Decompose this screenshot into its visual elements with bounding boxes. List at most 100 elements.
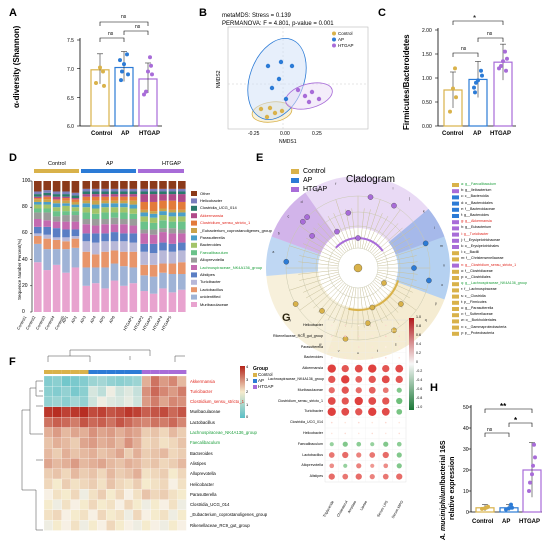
panel-d-sample-label: AP2 <box>69 315 78 325</box>
group-strip <box>52 370 62 374</box>
stack-segment <box>62 181 70 192</box>
stack-segment <box>91 218 100 226</box>
panel-d-legend-label: Clostridia_UCG_014 <box>200 205 237 211</box>
stack-segment <box>101 218 109 225</box>
heatmap-cell <box>168 468 178 480</box>
stack-segment <box>149 191 158 195</box>
group-strip <box>133 370 142 374</box>
clade-letter: t <box>377 349 378 353</box>
heatmap-cell <box>123 499 134 511</box>
heatmap-cell <box>168 478 178 490</box>
heatmap-cell <box>168 509 178 521</box>
heatmap-cell <box>177 509 187 521</box>
panel-c-sig: ns <box>487 31 493 37</box>
stack-segment <box>34 236 42 244</box>
group-strip <box>79 370 89 374</box>
stack-segment <box>91 254 100 268</box>
panel-e-taxon-label: d: o__Bacteroidales <box>461 200 493 205</box>
panel-g-scale-label: -0.4 <box>416 378 423 382</box>
panel-h-ylabel-species: A. muciniphilum <box>440 485 447 540</box>
sig-bracket <box>484 432 510 437</box>
panel-g-row-label: Helicobacter <box>303 323 323 327</box>
corr-dot <box>396 387 402 393</box>
stack-segment <box>43 204 51 209</box>
heatmap-cell <box>70 468 80 480</box>
tree-branch <box>315 284 347 327</box>
stack-segment <box>159 232 167 243</box>
panel-g-col-label: Serum MPO <box>390 500 404 520</box>
data-point <box>486 504 490 509</box>
stack-segment <box>110 250 119 264</box>
heatmap-cell <box>150 396 160 408</box>
stack-segment <box>168 188 177 192</box>
tree-branch <box>345 209 355 249</box>
stack-segment <box>120 218 128 225</box>
panel-d-legend-label: Muribaculaceae <box>200 301 229 307</box>
corr-dot <box>329 463 335 469</box>
panel-g-col-label: Cholesterol <box>335 500 349 518</box>
stack-segment <box>168 200 177 210</box>
legend-swatch <box>191 287 197 293</box>
stack-segment <box>34 196 42 199</box>
tree-branch <box>374 225 417 257</box>
stack-segment <box>52 200 61 204</box>
data-point <box>501 59 505 64</box>
stack-segment <box>159 288 167 312</box>
heatmap-cell <box>97 417 107 428</box>
heatmap-cell <box>43 489 53 500</box>
stack-segment <box>129 200 138 205</box>
sig-bracket <box>123 30 149 35</box>
stack-segment <box>120 241 128 252</box>
panel-b-xtick: 0.25 <box>312 131 322 137</box>
data-point <box>448 109 452 114</box>
heatmap-cell <box>168 396 178 408</box>
stack-segment <box>91 233 100 243</box>
stack-segment <box>34 198 42 200</box>
heatmap-cell <box>150 417 160 428</box>
clade-letter: v <box>338 349 340 353</box>
corr-dot <box>398 421 401 424</box>
heatmap-cell <box>106 386 116 397</box>
stack-segment <box>43 199 51 202</box>
data-point <box>480 73 484 78</box>
stack-segment <box>110 217 119 225</box>
stack-segment <box>101 267 109 289</box>
panel-f-row-label: Alloprevotella <box>190 471 216 477</box>
heatmap-cell <box>115 417 125 428</box>
clade-node <box>422 240 429 247</box>
stack-segment <box>101 207 109 213</box>
heatmap-cell <box>132 406 142 418</box>
bar <box>522 469 542 513</box>
panel-h-ytick: 10 <box>463 489 469 495</box>
stack-segment <box>159 194 167 201</box>
panel-g-row-label: Alloprevotella <box>301 463 323 468</box>
panel-g-scale-label: 1.0 <box>416 315 421 319</box>
heatmap-cell <box>177 520 187 531</box>
data-point <box>142 92 146 97</box>
clade-node <box>355 235 361 241</box>
panel-f-row-label: Faecalibaculum <box>190 440 221 446</box>
stack-segment <box>140 233 148 244</box>
data-point <box>125 52 129 57</box>
panel-b-legend-ap: AP <box>338 37 345 42</box>
panel-g-scale-label: -0.8 <box>416 396 423 400</box>
corr-dot <box>381 375 390 384</box>
stack-segment <box>43 270 51 312</box>
stack-segment <box>62 198 70 201</box>
panel-f-row-label: Rikenellaceae_RC9_gut_group <box>190 522 250 528</box>
panel-e-taxon-label: q: g__Lachnospiraceae_NK4A136_group <box>461 281 527 286</box>
heatmap-cell <box>150 489 160 500</box>
tree-branch <box>351 208 357 249</box>
heatmap-cell <box>61 396 71 408</box>
heatmap-cell <box>168 427 178 438</box>
tree-branch <box>376 245 427 263</box>
corr-dot <box>371 346 374 348</box>
heatmap-cell <box>177 448 187 459</box>
heatmap-cell <box>132 458 142 469</box>
stack-segment <box>82 203 91 208</box>
heatmap-cell <box>123 468 134 480</box>
stack-segment <box>110 194 119 197</box>
stack-segment <box>34 201 42 205</box>
point-ap <box>278 59 284 65</box>
bar <box>114 66 134 127</box>
